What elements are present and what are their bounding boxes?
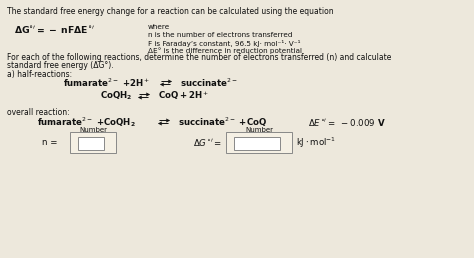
Text: n =: n = [43, 138, 58, 147]
FancyBboxPatch shape [78, 137, 104, 150]
Text: F is Faraday’s constant, 96.5 kJ· mol⁻¹· V⁻¹: F is Faraday’s constant, 96.5 kJ· mol⁻¹·… [148, 39, 301, 47]
Text: The standard free energy change for a reaction can be calculated using the equat: The standard free energy change for a re… [7, 7, 334, 16]
Text: For each of the following reactions, determine the number of electrons transferr: For each of the following reactions, det… [7, 53, 392, 62]
FancyBboxPatch shape [70, 132, 116, 153]
Text: $\mathbf{CoQH_2}$: $\mathbf{CoQH_2}$ [100, 90, 133, 102]
Text: n is the number of electrons transferred: n is the number of electrons transferred [148, 32, 292, 38]
FancyBboxPatch shape [234, 137, 280, 150]
Text: $\mathrm{kJ \cdot mol}^{-1}$: $\mathrm{kJ \cdot mol}^{-1}$ [296, 135, 336, 150]
Text: $\mathbf{\Delta G^{\circ\prime}= -\ nF\Delta E^{\circ\prime}}$: $\mathbf{\Delta G^{\circ\prime}= -\ nF\D… [14, 24, 95, 36]
Text: $\Delta G^{\circ\prime}=$: $\Delta G^{\circ\prime}=$ [193, 137, 222, 148]
Text: $\mathbf{CoQ+2H}^+$: $\mathbf{CoQ+2H}^+$ [158, 90, 209, 102]
FancyBboxPatch shape [226, 132, 292, 153]
Text: ΔE° is the difference in reduction potential: ΔE° is the difference in reduction poten… [148, 47, 302, 54]
Text: a) half-reactions:: a) half-reactions: [7, 70, 72, 79]
Text: $\mathbf{succinate}^{2-}$: $\mathbf{succinate}^{2-}$ [180, 77, 238, 89]
Text: Number: Number [245, 127, 273, 133]
Text: $\mathbf{succinate}^{2-}\ \mathbf{+CoQ}$: $\mathbf{succinate}^{2-}\ \mathbf{+CoQ}$ [178, 115, 267, 129]
Text: Number: Number [79, 127, 107, 133]
Text: standard free energy (ΔG°).: standard free energy (ΔG°). [7, 61, 114, 70]
Text: $\mathbf{fumarate}^{2-}\ \mathbf{+CoQH_2}$: $\mathbf{fumarate}^{2-}\ \mathbf{+CoQH_2… [37, 115, 136, 129]
Text: $\mathbf{fumarate}^{2-}\ \mathbf{+2H}^+$: $\mathbf{fumarate}^{2-}\ \mathbf{+2H}^+$ [63, 77, 150, 89]
Text: overall reaction:: overall reaction: [7, 108, 70, 117]
Text: where: where [148, 24, 170, 30]
Text: $\Delta E^{\circ\prime}=\ -0.009\ \mathbf{V}$: $\Delta E^{\circ\prime}=\ -0.009\ \mathb… [308, 117, 386, 127]
